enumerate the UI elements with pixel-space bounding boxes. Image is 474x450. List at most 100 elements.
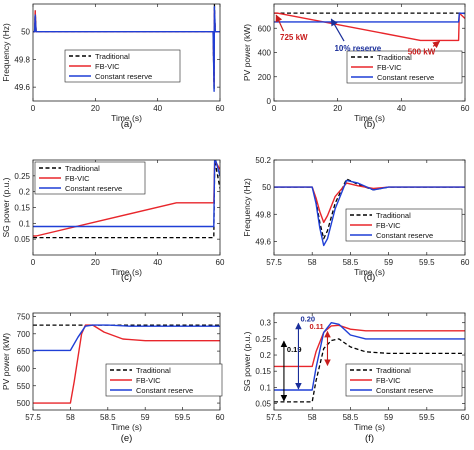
- x-tick-label: 58: [308, 413, 317, 422]
- annotations-b: 725 kW 10% reserve 500 kW: [275, 14, 441, 56]
- x-tick-label: 59.5: [175, 413, 191, 422]
- x-tick-label: 0: [272, 104, 277, 113]
- plot-area: [274, 12, 465, 42]
- legend-label: FB-VIC: [376, 376, 401, 385]
- y-tick-label: 400: [258, 49, 272, 58]
- y-tick-label: 0.1: [260, 383, 272, 392]
- panel-caption: (f): [365, 433, 374, 444]
- y-tick-label: 0.15: [255, 367, 271, 376]
- annotation-label: 0.20: [300, 315, 315, 324]
- legend-label: Traditional: [376, 211, 411, 220]
- x-tick-label: 0: [31, 104, 36, 113]
- x-tick-label: 40: [153, 258, 162, 267]
- y-tick-label: 49.6: [255, 237, 271, 246]
- annotation-label: 725 kW: [280, 33, 308, 42]
- legend-label: Traditional: [377, 53, 412, 62]
- x-tick-label: 58: [308, 258, 317, 267]
- legend-label: Constant reserve: [376, 386, 433, 395]
- x-tick-label: 59: [141, 413, 150, 422]
- y-axis-label: SG power (p.u.): [242, 331, 252, 391]
- y-tick-label: 600: [17, 364, 31, 373]
- x-tick-label: 58.5: [343, 258, 359, 267]
- annotation-label: 0.19: [287, 345, 302, 354]
- x-axis-label: Time (s): [354, 113, 385, 123]
- y-tick-label: 0: [267, 97, 272, 106]
- y-tick-label: 49.8: [14, 55, 30, 64]
- series-line-fb-vic: [274, 182, 465, 224]
- y-tick-label: 600: [258, 24, 272, 33]
- panel-caption: (a): [121, 119, 133, 130]
- plot-area: [33, 4, 220, 93]
- plot-frame: [32, 3, 221, 102]
- series-line-constant-reserve: [33, 160, 220, 228]
- y-axis-label: SG power (p.u.): [1, 177, 11, 237]
- panel-caption: (d): [364, 272, 376, 283]
- series-line-constant-reserve: [274, 12, 465, 23]
- x-tick-label: 57.5: [266, 413, 282, 422]
- series-line-constant-reserve: [274, 179, 465, 247]
- y-tick-label: 0.2: [260, 351, 272, 360]
- series-line-fb-vic: [274, 12, 465, 42]
- annotations-f: 0.19 0.200.11: [280, 315, 331, 402]
- x-tick-label: 59.5: [419, 413, 435, 422]
- x-axis-label: Time (s): [111, 113, 142, 123]
- x-tick-label: 60: [461, 258, 470, 267]
- y-tick-label: 0.25: [255, 335, 271, 344]
- y-tick-label: 0.2: [19, 188, 31, 197]
- x-tick-label: 60: [216, 258, 225, 267]
- legend-label: Constant reserve: [377, 73, 434, 82]
- y-axis-label: Frequency (Hz): [242, 178, 252, 237]
- panel-caption: (e): [121, 433, 133, 444]
- y-tick-label: 50.2: [255, 156, 271, 165]
- legend-label: Constant reserve: [136, 386, 193, 395]
- chart-panel-6: 57.5 58 58.5 59 59.5 60 0.05 0.1 0.15 0.2 0.25 0.3 T…: [242, 312, 470, 444]
- y-axis-label: Frequency (Hz): [1, 23, 11, 82]
- annotation-arrow: [275, 14, 285, 32]
- plot-area: [33, 324, 220, 404]
- y-tick-label: 0.15: [14, 204, 30, 213]
- chart-panel-3: 0 20 40 60 0.05 0.1 0.15 0.2 0.25 Time (s) SG powe…: [1, 159, 225, 283]
- x-tick-label: 58.5: [343, 413, 359, 422]
- x-tick-label: 59: [384, 258, 393, 267]
- x-axis-label: Time (s): [354, 267, 385, 277]
- x-axis-label: Time (s): [111, 267, 142, 277]
- x-tick-label: 40: [153, 104, 162, 113]
- legend-label: Traditional: [65, 164, 100, 173]
- series-line-constant-reserve: [33, 324, 220, 352]
- y-axis-label: PV power (kW): [242, 24, 252, 81]
- y-tick-label: 0.05: [14, 235, 30, 244]
- y-tick-label: 49.8: [255, 210, 271, 219]
- y-tick-label: 0.25: [14, 172, 30, 181]
- series-line-constant-reserve: [33, 6, 220, 93]
- plot-frame: [273, 312, 466, 411]
- y-tick-label: 650: [17, 347, 31, 356]
- series-line-fb-vic: [274, 324, 465, 368]
- legend-label: FB-VIC: [376, 221, 401, 230]
- y-tick-label: 200: [258, 73, 272, 82]
- legend-label: Constant reserve: [95, 72, 152, 81]
- plot-frame: [273, 159, 466, 256]
- legend-label: Constant reserve: [65, 184, 122, 193]
- series-line-traditional: [274, 338, 465, 403]
- y-tick-label: 0.3: [260, 319, 272, 328]
- x-tick-label: 57.5: [266, 258, 282, 267]
- x-tick-label: 40: [397, 104, 406, 113]
- y-tick-label: 750: [17, 312, 31, 321]
- chart-panel-1: 0 20 40 60 49.6 49.8 50 Time (s) Frequency (Hz) (…: [1, 3, 225, 130]
- plot-area: [33, 160, 220, 239]
- x-tick-label: 0: [31, 258, 36, 267]
- x-tick-label: 57.5: [25, 413, 41, 422]
- y-tick-label: 50: [262, 183, 271, 192]
- annotation-label: 0.11: [309, 322, 323, 331]
- y-tick-label: 700: [17, 330, 31, 339]
- annotation-label: 500 kW: [408, 47, 436, 56]
- x-tick-label: 20: [91, 258, 100, 267]
- x-tick-label: 60: [216, 104, 225, 113]
- y-tick-label: 550: [17, 382, 31, 391]
